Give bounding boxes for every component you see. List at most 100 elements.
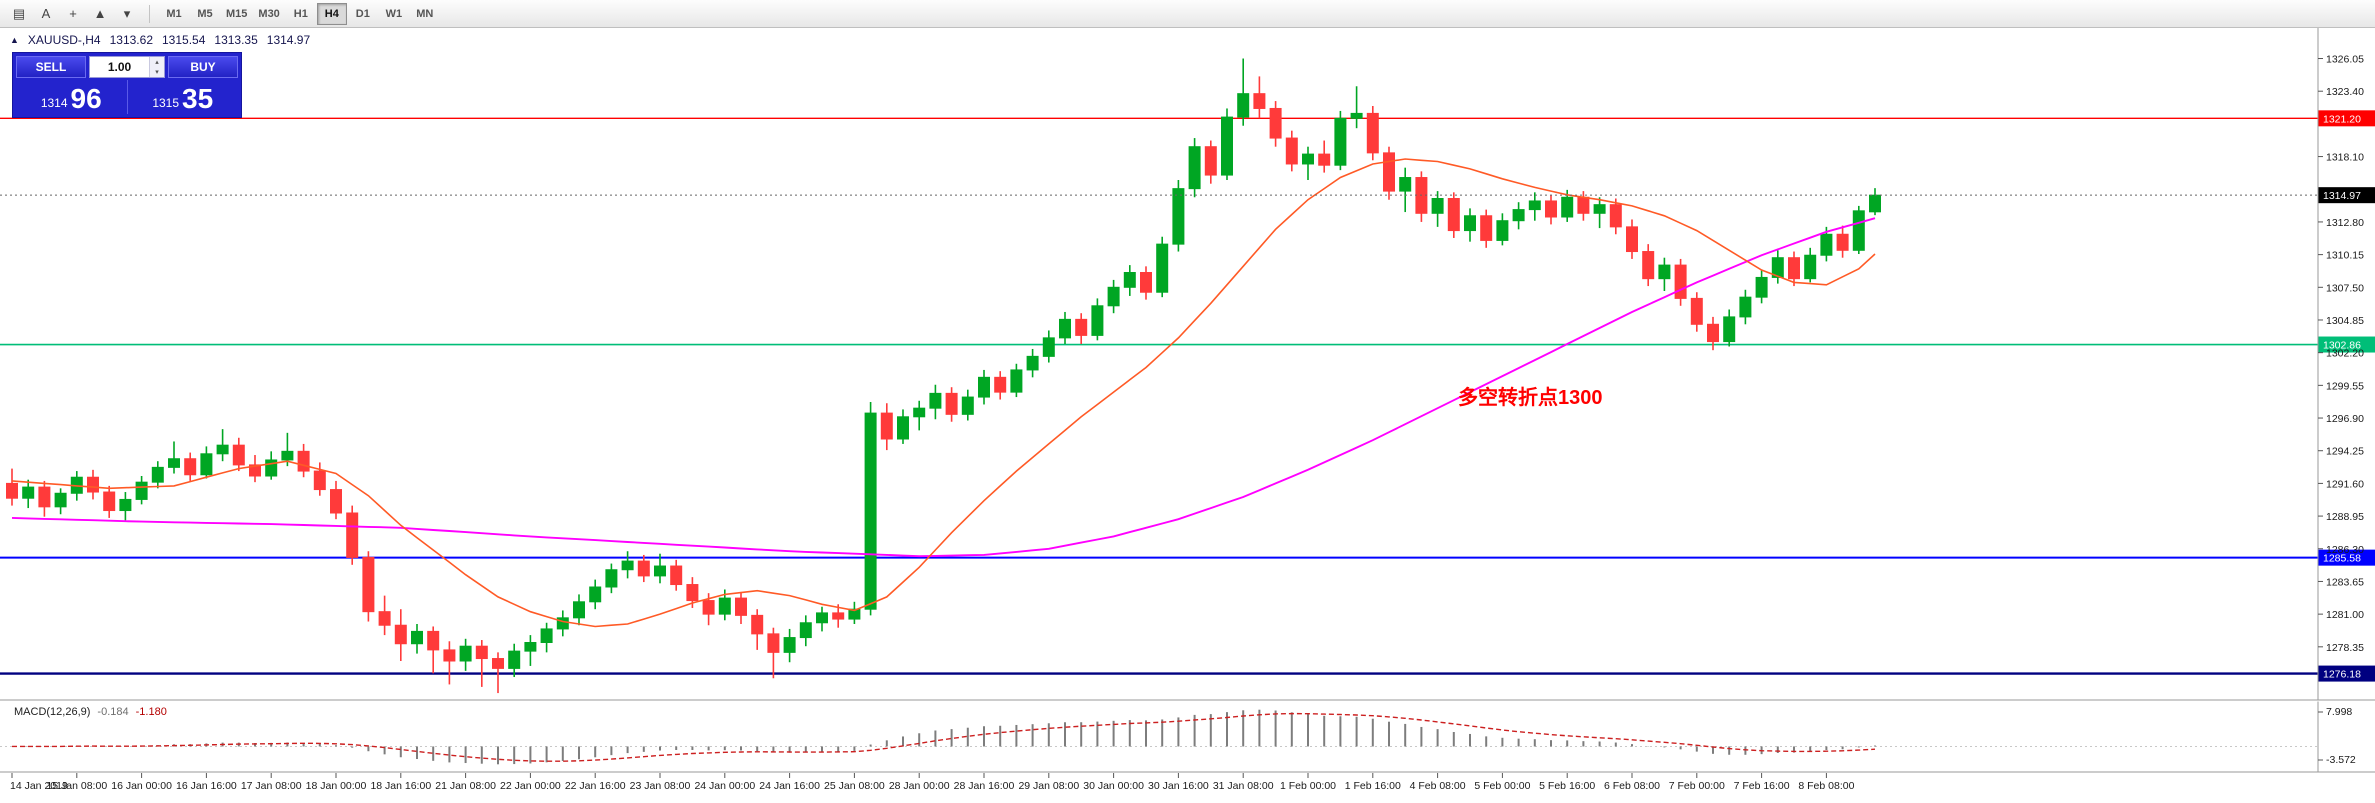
svg-text:25 Jan 08:00: 25 Jan 08:00 [824, 780, 885, 792]
svg-text:15 Jan 08:00: 15 Jan 08:00 [46, 780, 107, 792]
dropdown-arrow-icon[interactable]: ▾ [114, 3, 140, 25]
macd-signal-line [12, 712, 1876, 762]
panel-collapse-icon[interactable]: ▲ [10, 35, 19, 45]
one-click-trading-panel: SELL 1.00 ▴ ▾ BUY 1314 96 1315 35 [12, 52, 242, 118]
timeframe-buttons: M1 M5 M15 M30 H1 H4 D1 W1 MN [159, 2, 440, 25]
crosshair-ic6on[interactable]: + [60, 3, 86, 25]
svg-text:5 Feb 16:00: 5 Feb 16:00 [1539, 780, 1595, 792]
chart-annotation-text: 多空转折点1300 [1458, 387, 1603, 409]
svg-text:16 Jan 16:00: 16 Jan 16:00 [176, 780, 237, 792]
ohlc-high: 1315.54 [162, 33, 206, 47]
svg-text:22 Jan 16:00: 22 Jan 16:00 [565, 780, 626, 792]
text-label-icon[interactable]: A [33, 3, 59, 25]
svg-text:1314.97: 1314.97 [2323, 190, 2361, 202]
toolbar-separator [149, 4, 150, 23]
svg-text:7.998: 7.998 [2326, 706, 2352, 718]
macd-pane: 7.998 -3.572 [0, 706, 2356, 766]
ohlc-close: 1314.97 [266, 33, 311, 47]
svg-text:17 Jan 08:00: 17 Jan 08:00 [241, 780, 302, 792]
svg-text:24 Jan 00:00: 24 Jan 00:00 [694, 780, 755, 792]
timeframe-button-m5[interactable]: M5 [190, 3, 220, 25]
price-axis[interactable]: 1326.05 1323.40 1318.10 1312.80 1310.15 1307.… [2317, 28, 2364, 772]
macd-indicator-label: MACD(12,26,9) -0.184 -1.180 [14, 706, 167, 718]
timeframe-button-w1[interactable]: W1 [379, 3, 409, 25]
svg-text:1318.10: 1318.10 [2326, 152, 2364, 164]
sell-button[interactable]: SELL [16, 56, 86, 78]
svg-text:1323.40: 1323.40 [2326, 86, 2364, 98]
svg-text:14 Jan 2019: 14 Jan 2019 [10, 780, 68, 792]
candlesticks [6, 58, 1881, 694]
svg-text:1302.86: 1302.86 [2323, 340, 2361, 352]
buy-price-pips: 35 [182, 83, 214, 114]
svg-text:30 Jan 16:00: 30 Jan 16:00 [1148, 780, 1209, 792]
symbol-ohlc-line: ▲ XAUUSD-,H4 1313.62 1315.54 1313.35 131… [10, 33, 310, 47]
price-label-1302.86 [2318, 336, 2375, 353]
svg-text:1281.00: 1281.00 [2326, 609, 2364, 621]
lot-size-value[interactable]: 1.00 [107, 60, 132, 74]
macd-main-value: -0.184 [97, 706, 129, 718]
svg-text:18 Jan 16:00: 18 Jan 16:00 [370, 780, 431, 792]
lot-size-field[interactable]: 1.00 ▴ ▾ [89, 56, 165, 78]
timeframe-button-m30[interactable]: M30 [253, 3, 284, 25]
buy-button[interactable]: BUY [168, 56, 238, 78]
svg-text:5 Feb 00:00: 5 Feb 00:00 [1474, 780, 1530, 792]
svg-text:1288.95: 1288.95 [2326, 511, 2364, 523]
timeframe-button-d1[interactable]: D1 [348, 3, 378, 25]
svg-text:1310.15: 1310.15 [2326, 250, 2364, 262]
svg-text:21 Jan 08:00: 21 Jan 08:00 [435, 780, 496, 792]
svg-text:29 Jan 08:00: 29 Jan 08:00 [1018, 780, 1079, 792]
svg-text:7 Feb 00:00: 7 Feb 00:00 [1669, 780, 1725, 792]
svg-text:1 Feb 16:00: 1 Feb 16:00 [1345, 780, 1401, 792]
timeframe-button-m15[interactable]: M15 [221, 3, 252, 25]
timeframe-button-m1[interactable]: M1 [159, 3, 189, 25]
svg-text:1291.60: 1291.60 [2326, 478, 2364, 490]
svg-text:1302.20: 1302.20 [2326, 348, 2364, 360]
svg-text:1283.65: 1283.65 [2326, 576, 2364, 588]
price-label-1285.58 [2318, 549, 2375, 566]
sell-price-pips: 96 [70, 83, 102, 114]
symbol-label: XAUUSD-,H4 [27, 33, 101, 47]
macd-name: MACD(12,26,9) [14, 706, 91, 718]
svg-text:23 Jan 08:00: 23 Jan 08:00 [630, 780, 691, 792]
top-toolbar: ▤ A + ▲ ▾ M1 M5 M15 M30 H1 H4 D1 W1 MN [0, 0, 2375, 28]
ohlc-low: 1313.35 [214, 33, 258, 47]
svg-text:18 Jan 00:00: 18 Jan 00:00 [306, 780, 367, 792]
lot-decrease-button[interactable]: ▾ [150, 67, 164, 77]
ma-slow-line [11, 217, 1876, 558]
price-divider [126, 80, 128, 114]
sell-price-major: 1314 [40, 96, 68, 110]
buy-price-display[interactable]: 1315 35 [128, 80, 239, 114]
svg-text:1296.90: 1296.90 [2326, 413, 2364, 425]
chart-bars-icon[interactable]: ▤ [6, 3, 32, 25]
svg-text:6 Feb 08:00: 6 Feb 08:00 [1604, 780, 1660, 792]
ohlc-open: 1313.62 [109, 33, 153, 47]
toolbar-icons: ▤ A + ▲ ▾ [6, 3, 140, 25]
svg-text:1299.55: 1299.55 [2326, 380, 2364, 392]
timeframe-button-mn[interactable]: MN [410, 3, 440, 25]
price-label-1314.97 [2318, 187, 2375, 204]
svg-text:1278.35: 1278.35 [2326, 642, 2364, 654]
horizontal-lines: 1314.97 1321.20 1302.86 1285.58 1276.18 [0, 110, 2375, 682]
sell-price-display[interactable]: 1314 96 [16, 80, 127, 114]
svg-text:1276.18: 1276.18 [2323, 669, 2361, 681]
timeframe-button-h4[interactable]: H4 [316, 2, 347, 25]
lot-increase-button[interactable]: ▴ [150, 57, 164, 67]
price-label-1321.20 [2318, 110, 2375, 127]
macd-signal-value: -1.180 [135, 706, 167, 718]
ma-fast-line [11, 158, 1876, 628]
svg-text:4 Feb 08:00: 4 Feb 08:00 [1410, 780, 1466, 792]
svg-text:1312.80: 1312.80 [2326, 217, 2364, 229]
price-label-1276.18 [2318, 665, 2375, 682]
timeframe-button-h1[interactable]: H1 [286, 3, 316, 25]
lot-spinner: ▴ ▾ [149, 57, 164, 77]
svg-text:-3.572: -3.572 [2326, 754, 2356, 766]
svg-text:8 Feb 08:00: 8 Feb 08:00 [1798, 780, 1854, 792]
svg-text:16 Jan 00:00: 16 Jan 00:00 [111, 780, 172, 792]
draw-objects-icon[interactable]: ▲ [87, 3, 113, 25]
svg-text:24 Jan 16:00: 24 Jan 16:00 [759, 780, 820, 792]
svg-text:30 Jan 00:00: 30 Jan 00:00 [1083, 780, 1144, 792]
svg-text:1286.30: 1286.30 [2326, 544, 2364, 556]
